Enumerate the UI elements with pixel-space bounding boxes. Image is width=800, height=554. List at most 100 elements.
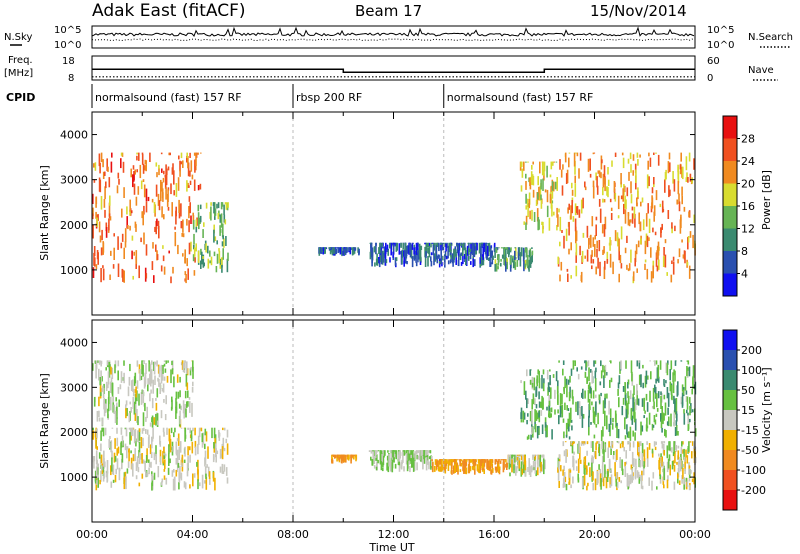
scatter-echo (523, 412, 526, 420)
scatter-echo (684, 376, 687, 391)
scatter-echo (398, 451, 400, 463)
scatter-echo (536, 375, 538, 387)
scatter-echo (541, 395, 543, 404)
scatter-echo (667, 360, 669, 365)
scatter-echo (617, 389, 619, 396)
scatter-echo (464, 242, 466, 250)
scatter-echo (417, 455, 420, 460)
scatter-echo (163, 451, 166, 459)
scatter-echo (682, 467, 684, 479)
scatter-echo (534, 409, 536, 422)
scatter-echo (99, 479, 101, 485)
scatter-echo (156, 413, 159, 427)
scatter-echo (135, 438, 137, 447)
scatter-echo (125, 404, 127, 411)
scatter-echo (153, 361, 156, 375)
scatter-echo (403, 466, 405, 472)
scatter-echo (520, 185, 523, 192)
scatter-echo (548, 395, 550, 401)
scatter-echo (133, 171, 135, 181)
scatter-echo (128, 448, 130, 453)
scatter-echo (482, 459, 484, 469)
scatter-echo (591, 401, 593, 406)
scatter-echo (555, 371, 558, 382)
scatter-echo (105, 181, 107, 189)
scatter-echo (413, 247, 415, 255)
scatter-echo (668, 185, 670, 198)
scatter-echo (490, 245, 492, 258)
scatter-echo (630, 360, 633, 374)
scatter-echo (621, 459, 623, 471)
colorbar-swatch (723, 206, 737, 229)
scatter-echo (176, 449, 179, 462)
scatter-echo (653, 415, 656, 423)
scatter-echo (145, 273, 148, 279)
scatter-echo (583, 457, 586, 472)
scatter-echo (129, 199, 131, 212)
scatter-echo (381, 450, 383, 454)
scatter-echo (568, 412, 571, 427)
scatter-echo (617, 441, 620, 444)
scatter-echo (93, 456, 96, 462)
scatter-echo (390, 243, 392, 256)
scatter-echo (104, 404, 107, 413)
scatter-echo (197, 459, 199, 475)
power-colorbar-label: Power [dB] (760, 170, 773, 230)
scatter-echo (568, 391, 571, 402)
scatter-echo (619, 457, 621, 468)
scatter-echo (459, 459, 461, 467)
scatter-echo (691, 388, 693, 395)
scatter-echo (538, 411, 540, 418)
scatter-echo (157, 420, 159, 426)
scatter-echo (107, 397, 110, 412)
scatter-echo (201, 433, 204, 443)
scatter-echo (162, 245, 164, 249)
scatter-echo (638, 455, 640, 468)
scatter-echo (161, 481, 163, 486)
scatter-echo (492, 467, 494, 473)
scatter-echo (628, 171, 630, 181)
scatter-echo (465, 467, 468, 475)
scatter-echo (617, 382, 620, 389)
scatter-echo (101, 465, 103, 471)
scatter-echo (156, 172, 158, 178)
scatter-echo (678, 201, 681, 212)
scatter-echo (175, 391, 178, 400)
scatter-echo (190, 366, 192, 371)
scatter-echo (568, 157, 570, 168)
scatter-echo (109, 195, 111, 206)
scatter-echo (455, 254, 457, 265)
scatter-echo (376, 258, 379, 266)
scatter-echo (172, 266, 174, 274)
scatter-echo (542, 454, 545, 460)
scatter-echo (468, 242, 470, 252)
scatter-echo (124, 427, 127, 430)
scatter-echo (572, 360, 575, 370)
scatter-echo (677, 381, 679, 396)
scatter-echo (617, 429, 620, 439)
scatter-echo (164, 459, 166, 470)
scatter-echo (673, 481, 676, 490)
scatter-echo (194, 440, 197, 448)
scatter-echo (669, 189, 671, 196)
scatter-echo (459, 253, 462, 261)
scatter-echo (681, 239, 683, 243)
scatter-echo (622, 157, 625, 169)
scatter-echo (574, 183, 577, 197)
scatter-echo (572, 216, 575, 222)
scatter-echo (329, 247, 331, 249)
scatter-echo (646, 441, 648, 445)
scatter-echo (626, 264, 628, 270)
scatter-echo (631, 415, 634, 425)
scatter-echo (394, 450, 397, 454)
scatter-echo (198, 427, 201, 438)
scatter-echo (107, 166, 109, 172)
scatter-echo (632, 154, 635, 161)
scatter-echo (574, 152, 577, 154)
scatter-echo (173, 170, 175, 185)
scatter-echo (457, 251, 460, 256)
scatter-echo (671, 394, 673, 401)
scatter-echo (661, 406, 663, 420)
scatter-echo (680, 217, 682, 222)
scatter-echo (646, 268, 649, 280)
